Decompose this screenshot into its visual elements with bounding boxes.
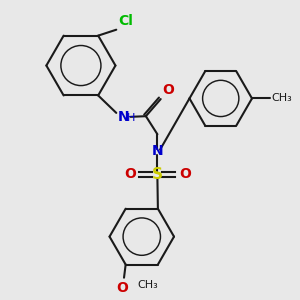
Text: N: N xyxy=(152,144,163,158)
Text: Cl: Cl xyxy=(118,14,133,28)
Text: O: O xyxy=(116,281,128,295)
Text: O: O xyxy=(124,167,136,182)
Text: N: N xyxy=(118,110,130,124)
Text: O: O xyxy=(162,83,174,98)
Text: H: H xyxy=(127,113,136,124)
Text: CH₃: CH₃ xyxy=(272,93,292,103)
Text: S: S xyxy=(152,167,163,182)
Text: CH₃: CH₃ xyxy=(137,280,158,290)
Text: O: O xyxy=(179,167,191,182)
